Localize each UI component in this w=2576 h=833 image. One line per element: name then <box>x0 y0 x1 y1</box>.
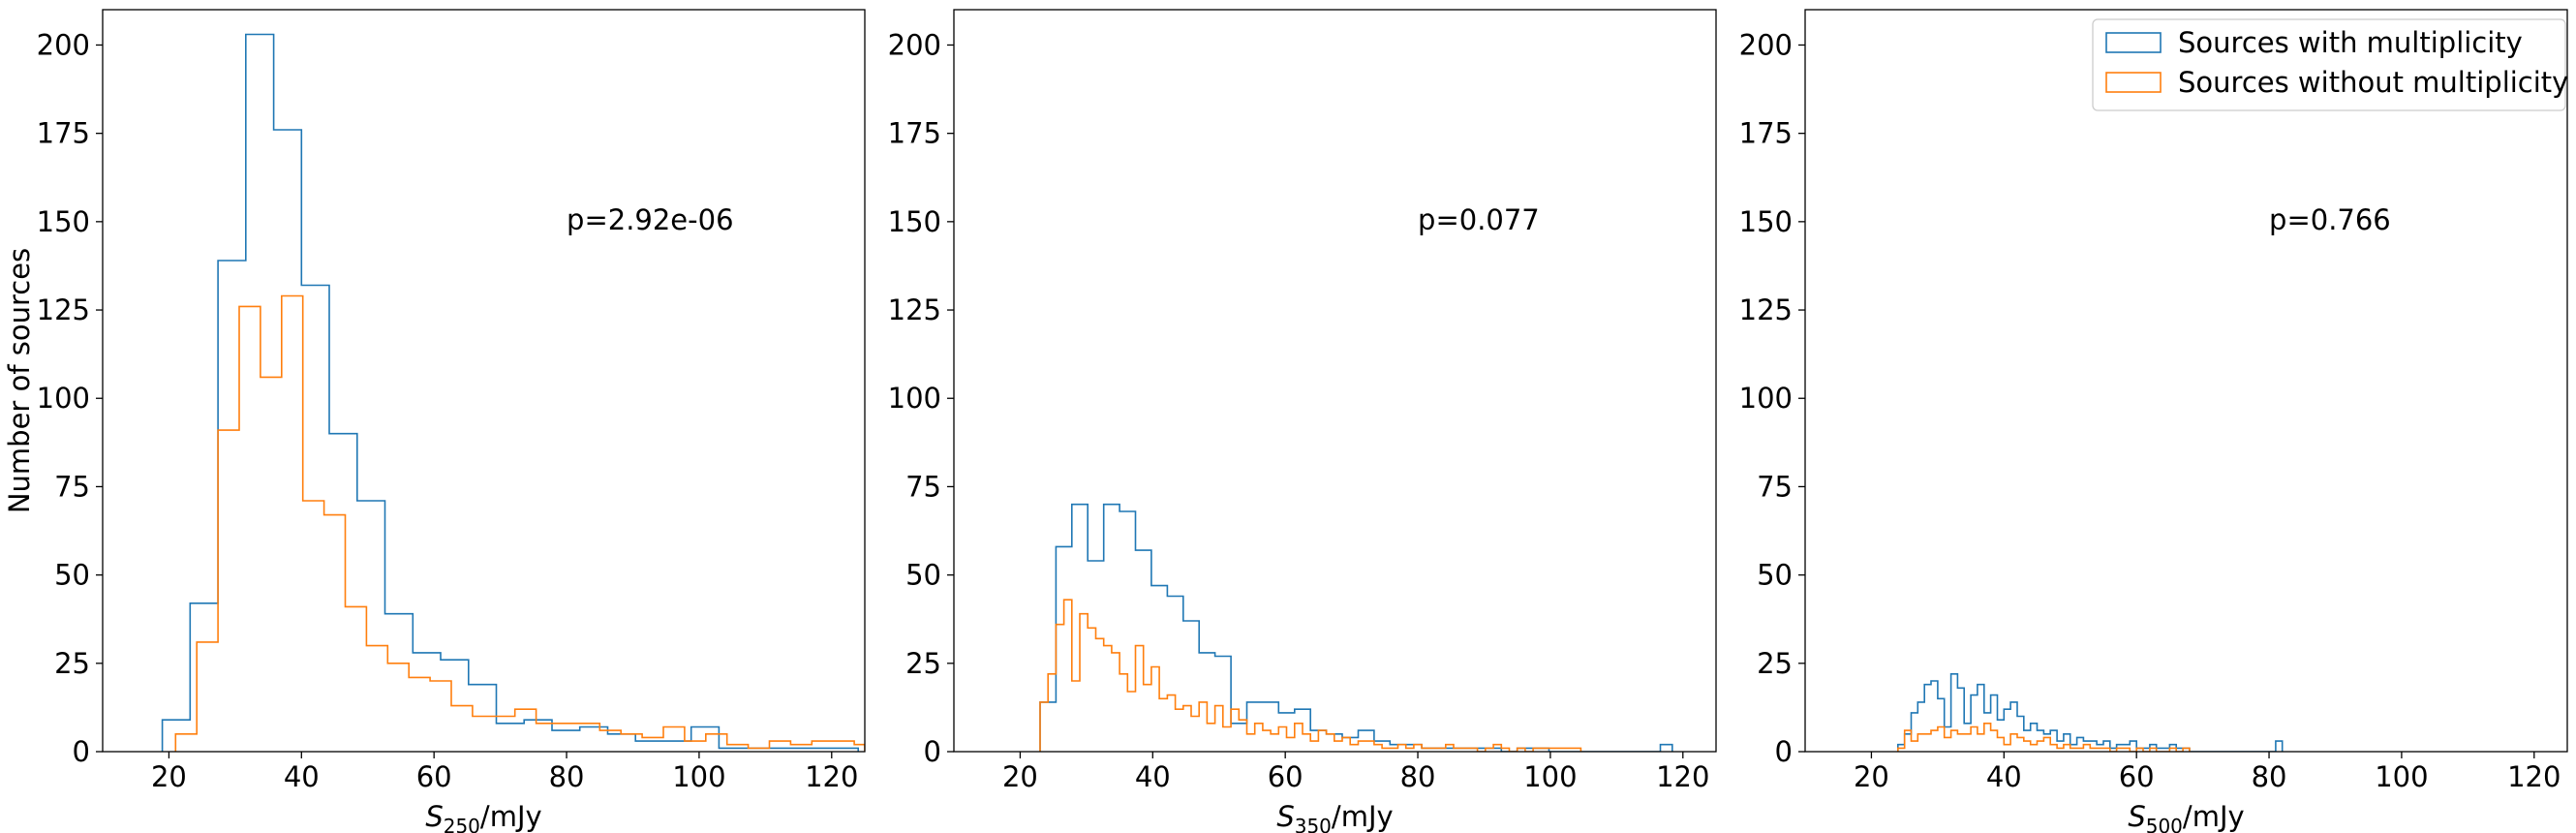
x-tick-label: 120 <box>805 760 858 793</box>
y-tick-label: 75 <box>905 470 941 503</box>
x-tick-label: 100 <box>2375 760 2428 793</box>
y-tick-label: 25 <box>1757 647 1793 680</box>
y-tick-label: 50 <box>54 559 90 592</box>
x-tick-label: 100 <box>1523 760 1577 793</box>
y-tick-label: 0 <box>1775 735 1793 768</box>
y-tick-label: 175 <box>1739 117 1793 150</box>
y-tick-label: 0 <box>924 735 941 768</box>
histogram-series-with-multiplicity <box>1039 503 1673 752</box>
x-tick-label: 40 <box>1135 760 1171 793</box>
y-tick-label: 100 <box>37 382 90 415</box>
y-tick-label: 125 <box>888 293 941 326</box>
axes-frame <box>1804 9 2568 753</box>
y-tick-label: 200 <box>37 28 90 61</box>
axes-frame <box>102 9 866 753</box>
x-tick-label: 80 <box>549 760 585 793</box>
x-tick-label: 20 <box>1854 760 1889 793</box>
histogram-series-with-multiplicity <box>1897 673 2284 752</box>
y-tick-label: 75 <box>54 470 90 503</box>
x-axis-label: S350/mJy <box>1276 800 1393 833</box>
x-tick-label: 60 <box>2119 760 2155 793</box>
p-value-annotation: p=0.077 <box>1418 203 1540 236</box>
y-tick-label: 175 <box>888 117 941 150</box>
y-tick-label: 100 <box>888 382 941 415</box>
histogram-panel-3: 20 40 60 80 100 120 0 25 50 75 100 125 150 175 200 S500… <box>1739 9 2568 833</box>
axes-frame <box>953 9 1717 753</box>
x-tick-label: 120 <box>2507 760 2561 793</box>
histogram-series-with-multiplicity <box>161 33 859 752</box>
p-value-annotation: p=0.766 <box>2269 203 2391 236</box>
y-tick-label: 50 <box>1757 559 1793 592</box>
y-tick-label: 0 <box>73 735 90 768</box>
y-tick-label: 25 <box>905 647 941 680</box>
y-tick-label: 25 <box>54 647 90 680</box>
y-tick-label: 150 <box>1739 205 1793 238</box>
histogram-panel-2: 20 40 60 80 100 120 0 25 50 75 100 125 150 175 200 S350… <box>888 9 1717 833</box>
histogram-series-without-multiplicity <box>1039 599 1582 752</box>
x-tick-label: 20 <box>1002 760 1038 793</box>
y-tick-label: 150 <box>888 205 941 238</box>
legend-swatch <box>2105 32 2162 53</box>
x-tick-label: 100 <box>672 760 725 793</box>
y-tick-label: 200 <box>888 28 941 61</box>
legend-box <box>2092 18 2566 111</box>
y-tick-label: 150 <box>37 205 90 238</box>
y-tick-label: 100 <box>1739 382 1793 415</box>
x-tick-label: 80 <box>1400 760 1436 793</box>
y-tick-label: 125 <box>37 293 90 326</box>
x-tick-label: 40 <box>284 760 320 793</box>
p-value-annotation: p=2.92e-06 <box>567 203 734 236</box>
x-tick-label: 120 <box>1656 760 1709 793</box>
y-axis-label: Number of sources <box>3 248 36 513</box>
legend-entry-label: Sources with multiplicity <box>2178 26 2523 59</box>
x-tick-label: 60 <box>1268 760 1303 793</box>
histogram-series-without-multiplicity <box>1897 723 2191 752</box>
x-axis-label: S500/mJy <box>2128 800 2244 833</box>
x-tick-label: 80 <box>2252 760 2287 793</box>
y-tick-label: 50 <box>905 559 941 592</box>
legend-swatch <box>2105 72 2162 93</box>
x-tick-label: 60 <box>416 760 452 793</box>
x-axis-label: S250/mJy <box>425 800 541 833</box>
panels: 20 40 60 80 100 1200255075100125150175200S250… <box>3 9 2568 833</box>
legend: Sources with multiplicity Sources without… <box>2092 18 2568 111</box>
y-tick-label: 200 <box>1739 28 1793 61</box>
x-tick-label: 20 <box>151 760 187 793</box>
x-tick-label: 40 <box>1986 760 2022 793</box>
histogram-series-without-multiplicity <box>174 294 865 752</box>
legend-entry-label: Sources without multiplicity <box>2178 66 2568 99</box>
y-tick-label: 125 <box>1739 293 1793 326</box>
histogram-panel-1: 20 40 60 80 100 120 0 25 50 75 100 125 150 175 200 S250… <box>3 9 866 833</box>
y-tick-label: 75 <box>1757 470 1793 503</box>
y-tick-label: 175 <box>37 117 90 150</box>
